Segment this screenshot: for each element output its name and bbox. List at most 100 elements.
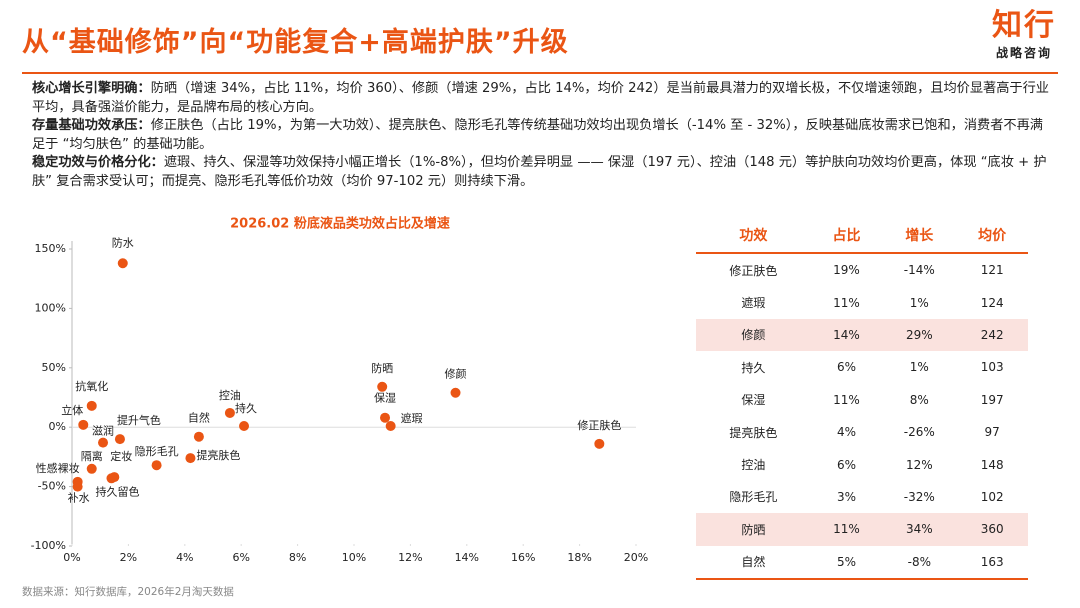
x-tick-label: 0% [63,551,80,564]
paragraph: 核心增长引擎明确：防晒（增速 34%，占比 11%，均价 360）、修颜（增速 … [32,80,1054,117]
table-cell: 121 [980,263,1004,278]
table-cell: 102 [980,489,1004,504]
table-cell: 8% [909,392,929,407]
table-cell: 修正肤色 [729,263,778,278]
table-row: 防晒 11% 34% 360 [696,513,1028,546]
logo: 知行 战略咨询 [992,8,1056,61]
point [106,473,117,484]
y-tick-label: 150% [35,242,66,255]
table-row: 保湿 11% 8% 197 [696,384,1028,416]
point [450,387,461,398]
table-header-cell: 增长 [882,218,957,254]
paragraph-body: 修正肤色（占比 19%，为第一大功效）、提亮肤色、隐形毛孔等传统基础功效均出现负… [32,118,1043,152]
source-note: 数据来源：知行数据库，2026年2月淘天数据 [22,586,234,598]
point-label: 自然 [188,411,210,425]
point-label: 定妆 [110,449,132,463]
table-row: 遮瑕 11% 1% 124 [696,286,1028,318]
point-label: 隐形毛孔 [135,445,179,458]
x-tick-label: 4% [176,551,193,564]
y-tick-label: 100% [35,301,66,314]
table-cell: 自然 [696,545,811,580]
table-cell: 修颜 [696,318,811,352]
table-cell: -26% [903,425,935,440]
x-tick-label: 16% [511,551,535,564]
paragraph: 稳定功效与价格分化：遮瑕、持久、保湿等功效保持小幅正增长（1%-8%），但均价差… [32,154,1054,191]
point [78,419,89,430]
table-row: 提亮肤色 4% -26% 97 [696,416,1028,448]
table-cell: 提亮肤色 [729,425,778,440]
table-cell: 197 [980,392,1004,407]
point-label: 遮瑕 [401,411,423,425]
table-cell: 11% [810,513,883,546]
point [594,438,605,449]
point-label: 防水 [112,235,134,249]
slide-title: 从“基础修饰”向“功能复合+高端护肤”升级 [22,27,569,58]
table-cell: 34% [882,513,957,546]
table-cell: 4% [836,425,856,440]
point [86,400,97,411]
table-cell: 19% [833,263,860,278]
table-cell: 遮瑕 [741,296,766,311]
x-tick-label: 2% [120,551,137,564]
point-label: 滋润 [92,424,114,438]
paragraph-lead: 核心增长引擎明确： [32,81,151,96]
table-row: 修颜 14% 29% 242 [696,318,1028,352]
point-label: 修颜 [445,367,467,381]
table-cell: 6% [836,360,856,375]
table-row: 自然 5% -8% 163 [696,545,1028,580]
point [98,437,109,448]
table-cell: -8% [882,545,957,580]
point-label: 防晒 [371,361,393,375]
table-cell: 97 [984,425,1000,440]
table-cell: 14% [810,318,883,352]
point-label: 持久留色 [95,484,139,498]
table-cell: 防晒 [696,513,811,546]
table-cell: 103 [980,360,1004,375]
point-label: 抗氧化 [75,379,108,393]
x-tick-label: 12% [398,551,422,564]
table-cell: 持久 [741,360,766,375]
point-label: 控油 [219,388,241,402]
point-label: 提升气色 [117,413,161,427]
table-row: 修正肤色 19% -14% 121 [696,253,1028,286]
point [185,453,196,464]
point [193,431,204,442]
table-cell: 1% [909,360,929,375]
table-cell: 12% [905,457,933,472]
x-tick-label: 10% [342,551,366,564]
point-label: 补水 [68,492,90,505]
table-cell: -14% [903,263,935,278]
point [86,463,97,474]
table-cell: 360 [956,513,1028,546]
point [380,412,391,423]
paragraph-lead: 稳定功效与价格分化： [32,155,164,170]
table-cell: 隐形毛孔 [729,490,778,505]
table-cell: 5% [810,545,883,580]
point-label: 立体 [61,403,83,417]
table-cell: 11% [833,295,860,310]
chart: 2026.02 粉底液品类功效占比及增速 -100% -50% 0% 50% 100% 15… [31,216,649,565]
y-tick-label: 50% [42,361,66,374]
x-tick-label: 18% [567,551,591,564]
point [239,421,250,432]
point [151,460,162,471]
y-tick-label: 0% [49,420,66,433]
data-table: 功效 占比 增长 均价 修正肤色 19% -14% 121 遮瑕 11% 1% 124 修颜 14% 29%… [696,218,1028,580]
table-cell: 控油 [741,458,766,473]
table-cell: 242 [956,318,1028,352]
table-cell: 1% [909,295,929,310]
table-cell: -32% [903,489,935,504]
point-label: 提亮肤色 [196,448,240,462]
point [72,481,83,492]
point [377,381,388,392]
point-label: 持久 [235,401,257,415]
table-cell: 3% [836,489,856,504]
table-cell: 124 [980,295,1004,310]
table-cell: 29% [882,318,957,352]
point [117,258,128,269]
x-tick-label: 8% [289,551,306,564]
table-header-cell: 占比 [810,218,883,254]
point-label: 修正肤色 [577,418,621,432]
table-row: 持久 6% 1% 103 [696,351,1028,383]
